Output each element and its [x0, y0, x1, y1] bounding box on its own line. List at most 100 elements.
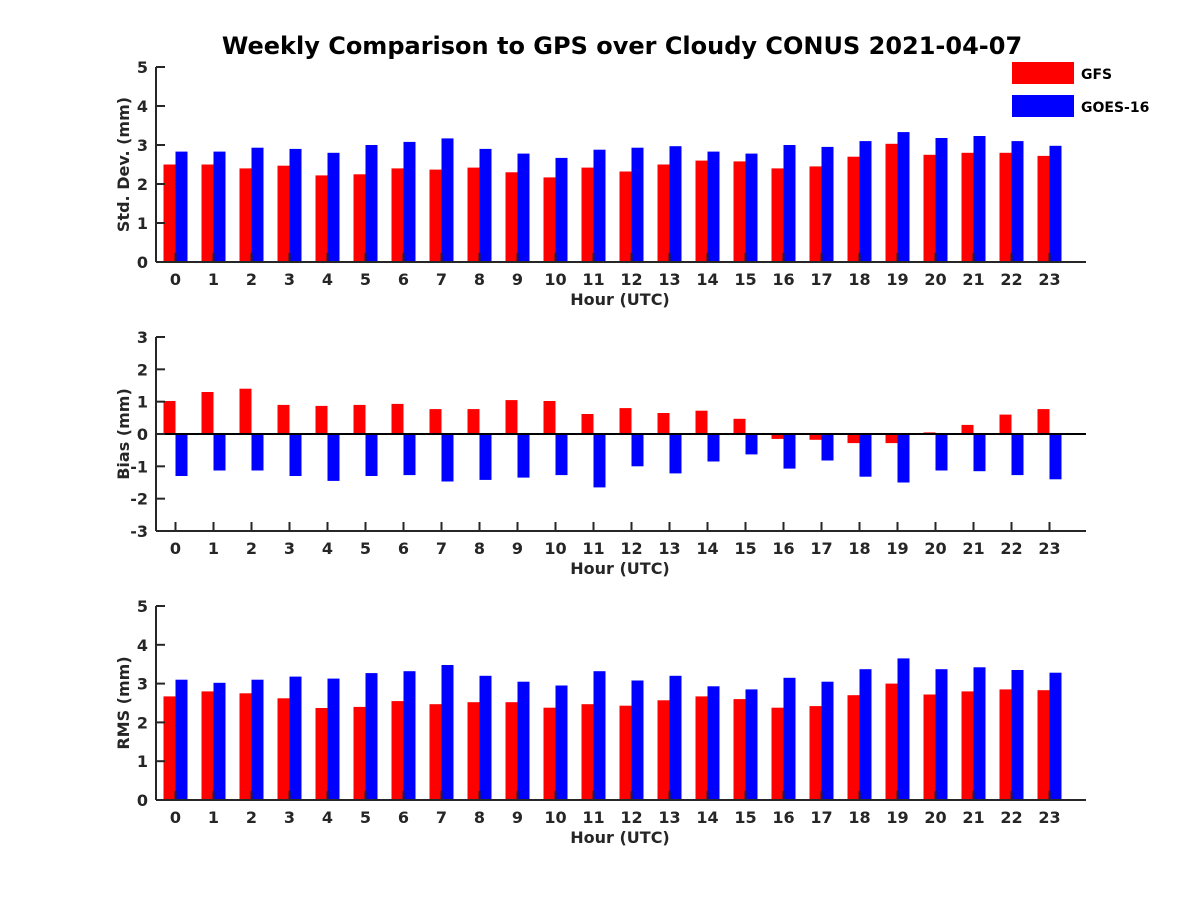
bias-x-tick-label: 8: [474, 539, 485, 558]
rms-x-tick-label: 21: [962, 808, 984, 827]
bias-x-tick-label: 1: [208, 539, 219, 558]
legend-label-gfs: GFS: [1081, 67, 1112, 83]
std-dev-x-tick-label: 10: [544, 270, 566, 289]
std-dev-bar-gfs-hour-19: [885, 143, 898, 262]
rms-x-tick-label: 19: [886, 808, 908, 827]
bias-bar-gfs-hour-18: [847, 434, 860, 444]
rms-x-tick-label: 6: [398, 808, 409, 827]
std-dev-x-tick-label: 8: [474, 270, 485, 289]
rms-bar-gfs-hour-12: [619, 705, 632, 800]
bias-x-tick-label: 12: [620, 539, 642, 558]
bias-bar-gfs-hour-7: [429, 409, 442, 434]
rms-bar-goes16-hour-18: [859, 669, 872, 800]
std-dev-bar-gfs-hour-23: [1037, 155, 1050, 262]
rms-y-tick-label: 4: [137, 636, 148, 655]
rms-bar-gfs-hour-19: [885, 683, 898, 800]
bias-bar-gfs-hour-1: [201, 392, 214, 434]
bias-x-tick-label: 20: [924, 539, 946, 558]
bias-bar-goes16-hour-20: [935, 434, 948, 471]
bias-x-tick-label: 16: [772, 539, 794, 558]
std-dev-bar-gfs-hour-17: [809, 166, 822, 262]
rms-x-tick-label: 2: [246, 808, 257, 827]
std-dev-y-tick-label: 3: [137, 136, 148, 155]
std-dev-x-axis-label: Hour (UTC): [570, 290, 670, 309]
rms-bar-gfs-hour-18: [847, 695, 860, 800]
std-dev-bar-goes16-hour-1: [213, 151, 226, 262]
bias-x-tick-label: 22: [1000, 539, 1022, 558]
bias-y-tick-label: 0: [137, 425, 148, 444]
std-dev-bar-gfs-hour-7: [429, 169, 442, 262]
bias-bar-gfs-hour-4: [315, 405, 328, 434]
bias-bar-goes16-hour-14: [707, 434, 720, 462]
figure-title: Weekly Comparison to GPS over Cloudy CON…: [222, 32, 1022, 60]
bias-bar-gfs-hour-3: [277, 404, 290, 434]
bias-x-tick-label: 13: [658, 539, 680, 558]
rms-x-tick-label: 17: [810, 808, 832, 827]
std-dev-x-tick-label: 6: [398, 270, 409, 289]
bias-x-axis-label: Hour (UTC): [570, 559, 670, 578]
std-dev-bar-gfs-hour-6: [391, 168, 404, 262]
rms-bar-goes16-hour-15: [745, 689, 758, 800]
rms-bar-goes16-hour-14: [707, 686, 720, 800]
bias-bar-goes16-hour-2: [251, 434, 264, 471]
bias-x-tick-label: 7: [436, 539, 447, 558]
bias-y-tick-label: 2: [137, 360, 148, 379]
bias-bar-gfs-hour-16: [771, 434, 784, 439]
std-dev-bar-gfs-hour-13: [657, 164, 670, 262]
bias-bar-goes16-hour-9: [517, 434, 530, 478]
std-dev-bar-goes16-hour-12: [631, 147, 644, 262]
bias-bar-goes16-hour-22: [1011, 434, 1024, 476]
rms-x-tick-label: 1: [208, 808, 219, 827]
bias-x-tick-label: 23: [1038, 539, 1060, 558]
rms-bar-gfs-hour-17: [809, 706, 822, 800]
rms-x-tick-label: 3: [284, 808, 295, 827]
rms-x-tick-label: 23: [1038, 808, 1060, 827]
bias-bar-goes16-hour-5: [365, 434, 378, 476]
bias-bar-gfs-hour-13: [657, 413, 670, 434]
bias-x-tick-label: 4: [322, 539, 333, 558]
rms-bar-goes16-hour-9: [517, 681, 530, 800]
std-dev-y-tick-label: 0: [137, 253, 148, 272]
std-dev-bar-gfs-hour-12: [619, 171, 632, 262]
legend-label-goes16: GOES-16: [1081, 100, 1149, 116]
std-dev-x-tick-label: 15: [734, 270, 756, 289]
rms-x-tick-label: 10: [544, 808, 566, 827]
std-dev-bar-gfs-hour-0: [163, 164, 176, 262]
std-dev-x-tick-label: 12: [620, 270, 642, 289]
bias-bar-goes16-hour-23: [1049, 434, 1062, 480]
std-dev-bar-gfs-hour-11: [581, 167, 594, 262]
bias-x-tick-label: 11: [582, 539, 604, 558]
rms-bar-gfs-hour-1: [201, 691, 214, 800]
bias-bar-goes16-hour-16: [783, 434, 796, 469]
rms-bar-gfs-hour-21: [961, 691, 974, 800]
bias-x-tick-label: 9: [512, 539, 523, 558]
std-dev-bar-goes16-hour-0: [175, 151, 188, 262]
rms-y-tick-label: 1: [137, 752, 148, 771]
rms-bar-goes16-hour-1: [213, 682, 226, 800]
bias-bar-goes16-hour-11: [593, 434, 606, 488]
std-dev-bar-gfs-hour-1: [201, 164, 214, 262]
rms-bar-goes16-hour-4: [327, 678, 340, 800]
rms-bar-gfs-hour-23: [1037, 690, 1050, 800]
rms-x-tick-label: 18: [848, 808, 870, 827]
rms-bar-gfs-hour-13: [657, 700, 670, 800]
rms-bar-goes16-hour-20: [935, 669, 948, 800]
bias-bar-goes16-hour-10: [555, 434, 568, 476]
bias-bar-gfs-hour-5: [353, 404, 366, 434]
std-dev-bar-goes16-hour-20: [935, 138, 948, 262]
bias-x-tick-label: 21: [962, 539, 984, 558]
rms-x-axis-label: Hour (UTC): [570, 828, 670, 847]
rms-x-tick-label: 14: [696, 808, 718, 827]
std-dev-y-tick-label: 2: [137, 175, 148, 194]
rms-bar-goes16-hour-23: [1049, 672, 1062, 800]
std-dev-x-tick-label: 21: [962, 270, 984, 289]
rms-x-tick-label: 4: [322, 808, 333, 827]
bias-bar-gfs-hour-2: [239, 388, 252, 434]
std-dev-bar-goes16-hour-17: [821, 146, 834, 262]
legend-swatch-goes16: [1012, 95, 1074, 117]
std-dev-bar-gfs-hour-9: [505, 172, 518, 262]
std-dev-bar-gfs-hour-22: [999, 152, 1012, 262]
rms-bar-goes16-hour-13: [669, 675, 682, 800]
bias-bar-goes16-hour-15: [745, 434, 758, 455]
std-dev-x-tick-label: 17: [810, 270, 832, 289]
